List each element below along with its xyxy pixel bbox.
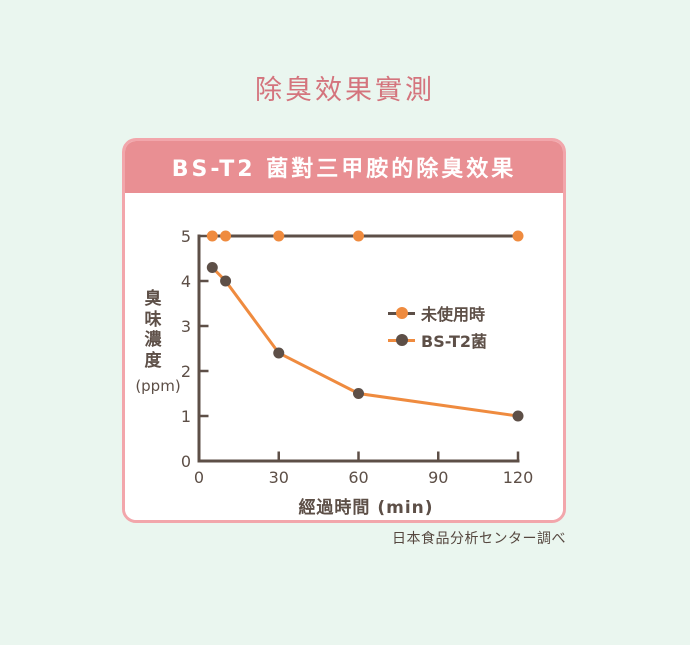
svg-text:3: 3 (181, 317, 191, 336)
chart-card-title: BS-T2 菌對三甲胺的除臭效果 (125, 141, 563, 193)
legend-label-bst2: BS-T2菌 (421, 332, 488, 351)
svg-text:5: 5 (181, 227, 191, 246)
svg-text:90: 90 (428, 468, 448, 487)
y-axis-unit: (ppm) (135, 377, 181, 395)
chart-legend: 未使用時 BS-T2菌 (388, 303, 488, 351)
line-chart: 0 1 2 3 4 5 0 30 60 90 120 (181, 227, 534, 487)
legend-item-bst2: BS-T2菌 (388, 330, 488, 351)
legend-label-unused: 未使用時 (421, 305, 486, 324)
legend-marker-bst2 (388, 330, 415, 350)
x-axis-label: 經過時間 (min) (298, 498, 434, 518)
svg-text:0: 0 (181, 452, 191, 471)
svg-text:30: 30 (269, 468, 289, 487)
svg-text:2: 2 (181, 362, 191, 381)
chart-area: 0 1 2 3 4 5 0 30 60 90 120 臭味濃度 (ppm) 經過時間 (min) 未… (125, 193, 563, 520)
legend-dot-icon (395, 307, 408, 319)
legend-marker-unused (388, 303, 415, 323)
svg-text:4: 4 (181, 272, 191, 291)
source-note: 日本食品分析センター調べ (392, 531, 566, 547)
svg-text:60: 60 (348, 468, 368, 487)
svg-text:120: 120 (503, 468, 534, 487)
chart-card: BS-T2 菌對三甲胺的除臭效果 0 1 2 3 4 5 0 30 60 90 120 臭味濃度 (… (122, 138, 566, 523)
legend-item-unused: 未使用時 (388, 303, 487, 324)
page-title: 除臭效果實測 (255, 75, 435, 106)
svg-text:1: 1 (181, 407, 191, 426)
legend-dot-icon (395, 334, 408, 346)
y-axis-label: 臭味濃度 (144, 289, 162, 372)
svg-text:0: 0 (194, 468, 204, 487)
